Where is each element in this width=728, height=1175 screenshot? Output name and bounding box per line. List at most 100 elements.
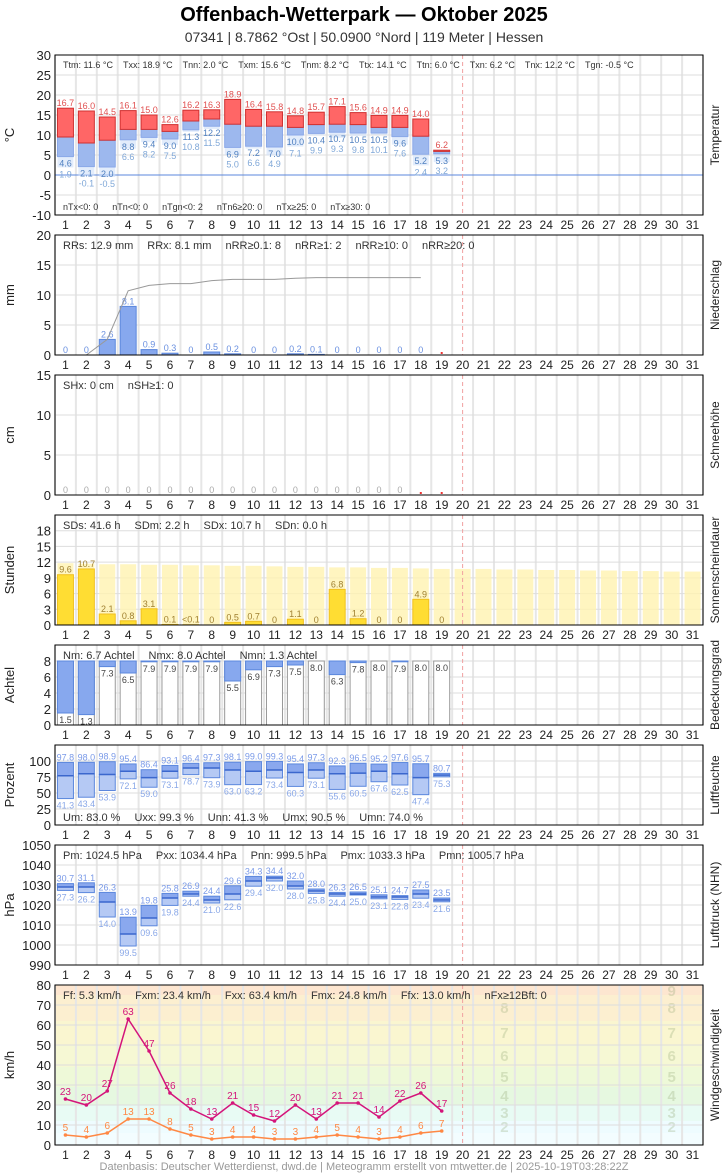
min-label: 73.1 <box>161 780 179 790</box>
sun-label: 0.8 <box>122 611 135 621</box>
x-tick-label: 30 <box>665 628 679 642</box>
min-label: 21.6 <box>433 904 451 914</box>
lower-range-bar <box>307 769 325 779</box>
possible-sun-bar <box>559 570 576 625</box>
mean-max-bar <box>56 107 74 138</box>
snow-label: 0 <box>188 485 193 495</box>
upper-range-bar <box>391 762 409 775</box>
cumulative-line <box>65 277 421 356</box>
side-label: Luftfeuchte <box>708 755 722 815</box>
x-tick-label: 17 <box>393 358 407 372</box>
y-axis-label: mm <box>2 284 17 306</box>
label-bg <box>100 667 115 678</box>
y-tick-label: 0 <box>44 718 51 733</box>
x-tick-label: 12 <box>289 828 303 842</box>
beaufort-number: 8 <box>667 1000 675 1017</box>
point-label: 13 <box>311 1107 323 1118</box>
y-tick-label: 5 <box>44 148 51 163</box>
y-tick-label: 75 <box>37 770 51 785</box>
plot-frame <box>54 844 704 966</box>
x-tick-label: 31 <box>686 498 700 512</box>
stat-top: Um: 83.0 % <box>63 812 121 824</box>
stat-top: RRs: 12.9 mm <box>63 240 133 252</box>
x-tick-label: 11 <box>268 628 281 642</box>
possible-sun-bar <box>182 565 199 625</box>
y-tick-label: 20 <box>37 88 51 103</box>
x-tick-label: 26 <box>581 1148 595 1162</box>
max-label: 32.0 <box>287 871 305 881</box>
tgmin-label: 9.9 <box>310 145 323 155</box>
possible-sun-bar <box>538 570 555 625</box>
y-tick-label: 4 <box>44 686 51 701</box>
x-tick-label: 17 <box>393 728 407 742</box>
y-tick-label: 1030 <box>22 878 51 893</box>
x-tick-label: 19 <box>435 968 449 982</box>
max-label: 95.7 <box>412 754 430 764</box>
beaufort-number: 6 <box>667 1048 675 1065</box>
cloud-bar <box>119 660 137 674</box>
x-tick-label: 5 <box>146 628 153 642</box>
y-tick-label: 0 <box>44 818 51 833</box>
beaufort-band-3 <box>55 1105 703 1121</box>
rain-label: 0.2 <box>289 344 302 354</box>
x-tick-label: 31 <box>686 728 700 742</box>
tmax-label: 14.5 <box>98 107 116 117</box>
cloud-bar <box>182 660 200 663</box>
point-label: 4 <box>397 1125 403 1136</box>
max-label: 24.7 <box>391 886 409 896</box>
x-tick-label: 19 <box>435 218 449 232</box>
tgmin-label: 8.2 <box>143 149 156 159</box>
tgmin-label: 6.6 <box>247 158 260 168</box>
series-point-Ff <box>230 1135 235 1139</box>
point-label: 8 <box>167 1117 173 1128</box>
possible-sun-bar <box>684 571 701 625</box>
x-tick-label: 23 <box>519 828 533 842</box>
beaufort-number: 6 <box>500 1048 508 1065</box>
series-point-Fx <box>335 1101 339 1105</box>
beaufort-number: 5 <box>500 1069 508 1086</box>
min-mean-bar <box>56 136 74 158</box>
plot-frame <box>54 374 704 496</box>
lower-range-bar <box>161 770 179 779</box>
rain-bar <box>119 305 137 356</box>
stat-top: SDm: 2.2 h <box>134 520 189 532</box>
x-tick-label: 25 <box>560 628 574 642</box>
x-tick-label: 21 <box>477 968 491 982</box>
possible-sun-bar <box>433 568 450 625</box>
min-label: 59.0 <box>140 789 158 799</box>
lower-range-bar <box>370 770 388 783</box>
point-label: 13 <box>144 1107 156 1118</box>
max-label: 13.9 <box>119 907 137 917</box>
x-tick-label: 1 <box>62 498 69 512</box>
mean-max-bar <box>224 98 242 125</box>
series-point-Ff <box>84 1135 89 1139</box>
max-label: 92.3 <box>328 756 346 766</box>
possible-sun-bar <box>391 567 408 625</box>
x-tick-label: 13 <box>310 1148 324 1162</box>
x-tick-label: 12 <box>289 498 303 512</box>
plot-frame <box>54 984 704 1146</box>
plot-frame <box>54 514 704 626</box>
cloud-label: 7.9 <box>206 664 219 674</box>
x-tick-label: 6 <box>167 1148 174 1162</box>
missing-marker <box>440 492 443 494</box>
min-label: 47.4 <box>412 797 430 807</box>
point-label: 21 <box>353 1091 365 1102</box>
x-tick-label: 19 <box>435 728 449 742</box>
x-tick-label: 20 <box>456 218 470 232</box>
upper-range-bar <box>245 761 263 772</box>
label-bg <box>392 662 407 673</box>
point-label: 26 <box>415 1081 427 1092</box>
x-tick-label: 1 <box>62 968 69 982</box>
x-tick-label: 20 <box>456 728 470 742</box>
x-tick-label: 25 <box>560 1148 574 1162</box>
x-tick-label: 5 <box>146 828 153 842</box>
snow-label: 0 <box>63 485 68 495</box>
ground-min-bar <box>266 147 283 156</box>
x-tick-label: 20 <box>456 628 470 642</box>
rain-label: 8.1 <box>122 296 135 306</box>
min-label: 14.0 <box>98 919 116 929</box>
plot-frame <box>54 234 704 356</box>
upper-range-bar <box>77 761 95 775</box>
y-tick-label: 25 <box>37 68 51 83</box>
